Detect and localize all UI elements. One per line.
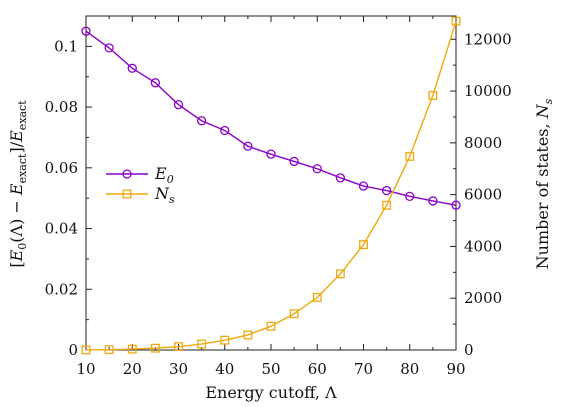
x-tick-label: 60: [308, 360, 327, 378]
y-left-tick-label: 0: [68, 341, 78, 359]
legend-e0-marker: [122, 169, 132, 179]
x-tick-label: 10: [76, 360, 95, 378]
series-ns-line: [85, 20, 457, 351]
series-e0-point: [358, 181, 369, 191]
series-ns-point: [451, 16, 461, 26]
y-right-tick-label: 8000: [464, 134, 502, 152]
y-left-tick-label: 0.02: [45, 280, 78, 298]
series-ns-point: [405, 151, 415, 161]
series-ns-point: [335, 269, 345, 279]
series-e0-point: [428, 196, 438, 206]
x-tick-label: 80: [400, 360, 419, 378]
plot-frame: [85, 15, 457, 351]
series-ns-point: [428, 91, 438, 100]
y-right-tick-label: 10000: [464, 82, 512, 100]
series-e0-point: [243, 141, 253, 151]
series-e0-point: [266, 149, 276, 159]
series-e0-point: [381, 185, 392, 196]
series-ns-point: [243, 330, 253, 340]
series-ns-point: [104, 345, 114, 355]
y-right-tick-label: 2000: [464, 289, 502, 307]
series-ns-point: [382, 200, 392, 210]
series-e0-point: [173, 100, 184, 110]
series-ns-point: [150, 343, 160, 353]
series-ns-point: [289, 309, 299, 319]
series-e0-point: [127, 63, 137, 73]
x-tick-label: 40: [215, 360, 234, 378]
series-ns-point: [81, 345, 91, 355]
series-e0-point: [220, 125, 230, 136]
series-e0-point: [289, 156, 299, 167]
series-e0-point: [405, 191, 415, 202]
y-right-tick-label: 6000: [464, 186, 502, 204]
series-ns-point: [174, 342, 183, 352]
series-e0-point: [312, 164, 322, 174]
y-left-tick-label: 0.04: [45, 220, 78, 238]
y-left-tick-label: 0.08: [45, 98, 78, 116]
series-ns-point: [312, 292, 322, 302]
y-axis-left-label: [E0(Λ) − Eexact]/Eexact: [7, 100, 29, 268]
x-tick-label: 90: [446, 360, 465, 378]
series-ns-point: [266, 321, 276, 331]
series-layer: [81, 16, 461, 355]
series-ns-point: [197, 339, 207, 349]
y-left-tick-label: 0.1: [54, 37, 78, 55]
series-e0-point: [150, 78, 161, 88]
series-e0-point: [81, 26, 91, 36]
y-axis-left: 0 0.02 0.04 0.06 0.08 0.1: [45, 37, 92, 359]
series-ns-point: [220, 335, 230, 345]
legend-ns-label: Ns: [154, 184, 175, 206]
y-right-tick-label: 12000: [464, 30, 512, 48]
y-axis-right: 0 2000 4000 6000 8000 10000 12000: [450, 30, 512, 359]
x-axis-label: Energy cutoff, Λ: [205, 383, 337, 402]
x-tick-label: 70: [354, 360, 373, 378]
x-tick-label: 50: [261, 360, 280, 378]
x-tick-label: 30: [169, 360, 188, 378]
series-e0-point: [196, 116, 207, 126]
series-e0-point: [335, 173, 346, 183]
y-right-tick-label: 0: [464, 341, 474, 359]
series-e0-line: [85, 30, 457, 206]
x-axis: 10 20 30 40 50 60 70 80 90: [76, 16, 466, 378]
series-ns-point: [127, 344, 137, 354]
x-tick-label: 20: [123, 360, 142, 378]
legend-ns-marker: [122, 189, 132, 199]
series-e0-point: [104, 43, 114, 53]
plot-border: [85, 15, 457, 351]
y-right-tick-label: 4000: [464, 237, 502, 255]
y-axis-right-label: Number of states, Ns: [533, 98, 555, 269]
legend-e0-label: E0: [154, 164, 174, 186]
series-ns-point: [359, 240, 368, 250]
y-left-tick-label: 0.06: [45, 159, 78, 177]
series-e0-point: [451, 200, 461, 210]
